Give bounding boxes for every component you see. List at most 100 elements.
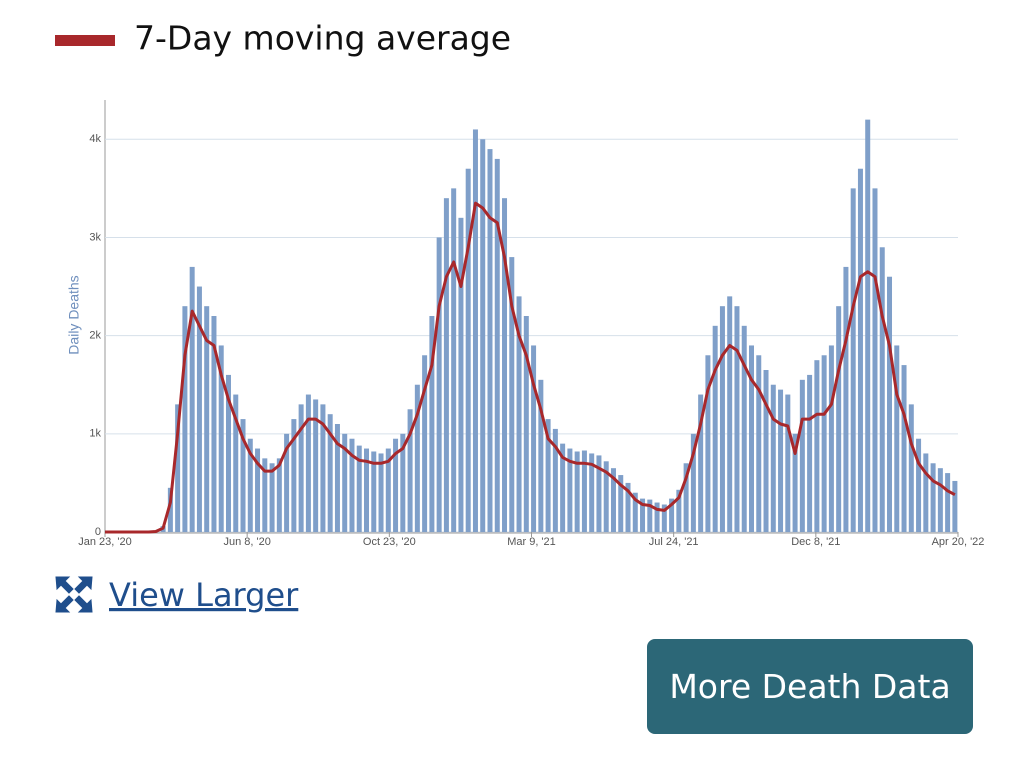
bar	[552, 428, 558, 532]
bar	[356, 445, 362, 532]
bar	[378, 453, 384, 532]
bar	[748, 345, 754, 532]
x-tick-label: Oct 23, '20	[363, 536, 416, 548]
bar	[196, 286, 202, 532]
bar	[574, 451, 580, 532]
bar	[509, 257, 515, 532]
bar	[487, 149, 493, 532]
bar	[618, 475, 624, 532]
bar	[669, 498, 675, 532]
bar	[640, 498, 646, 532]
bar	[625, 482, 631, 532]
x-tick-label: Dec 8, '21	[791, 536, 840, 548]
x-tick-label: Jul 24, '21	[649, 536, 699, 548]
y-tick-label: 2k	[89, 330, 101, 342]
bar	[719, 306, 725, 532]
bar	[734, 306, 740, 532]
bar	[916, 438, 922, 532]
view-larger-icon[interactable]	[55, 576, 93, 613]
x-tick-label: Apr 20, '22	[932, 536, 985, 548]
more-data-button[interactable]: More Death Data	[647, 639, 973, 734]
bar	[785, 394, 791, 532]
bar	[814, 360, 820, 532]
bar	[690, 433, 696, 532]
bar	[887, 276, 893, 532]
legend-swatch	[55, 35, 115, 46]
bar	[610, 468, 616, 532]
bar	[327, 414, 333, 532]
legend: 7-Day moving average	[55, 19, 511, 58]
bar	[313, 399, 319, 532]
bar	[836, 306, 842, 532]
bar	[698, 394, 704, 532]
y-axis-label: Daily Deaths	[66, 275, 82, 354]
bar	[756, 355, 762, 532]
bar	[581, 450, 587, 532]
bar	[233, 394, 239, 532]
bar	[400, 433, 406, 532]
bar	[393, 438, 399, 532]
bar	[923, 453, 929, 532]
bar	[480, 139, 486, 533]
bar	[683, 463, 689, 532]
bar	[850, 188, 856, 532]
moving-average-line	[105, 201, 956, 534]
bar	[465, 168, 471, 532]
y-tick-label: 4k	[89, 133, 101, 145]
bar	[712, 325, 718, 532]
bar	[385, 448, 391, 532]
bar	[952, 480, 958, 532]
bar	[894, 345, 900, 532]
bar	[821, 355, 827, 532]
bar	[436, 237, 442, 533]
bar	[189, 266, 195, 532]
y-tick-label: 1k	[89, 428, 101, 440]
bar	[451, 188, 457, 532]
bar	[284, 433, 290, 532]
bar	[763, 370, 769, 532]
bar	[857, 168, 863, 532]
bar	[240, 419, 246, 532]
y-tick-label: 0	[95, 526, 101, 538]
bar	[538, 379, 544, 532]
bar	[778, 389, 784, 532]
icon-arrow	[74, 576, 93, 594]
x-tick-label: Mar 9, '21	[507, 536, 556, 548]
bar	[676, 489, 682, 532]
x-tick-label: Jun 8, '20	[223, 536, 270, 548]
bar	[211, 316, 217, 532]
bar	[807, 374, 813, 532]
bar	[291, 419, 297, 532]
bar	[596, 455, 602, 532]
bar	[414, 384, 420, 532]
bar	[182, 306, 188, 532]
bar	[654, 502, 660, 532]
bar	[371, 451, 377, 532]
chart: 7-Day moving average Daily Deaths 0 1k 2k 3…	[55, 19, 985, 614]
bar	[320, 404, 326, 532]
bar	[531, 345, 537, 532]
bar	[305, 394, 311, 532]
icon-arrow	[55, 595, 74, 613]
view-larger-link[interactable]: View Larger	[109, 576, 299, 614]
bar	[298, 404, 304, 532]
bar	[269, 463, 275, 532]
y-tick-label: 3k	[89, 231, 101, 243]
bar	[349, 438, 355, 532]
bar	[908, 404, 914, 532]
bar	[589, 453, 595, 532]
bar	[741, 325, 747, 532]
bar	[901, 365, 907, 532]
bar	[443, 198, 449, 532]
bar	[342, 433, 348, 532]
bar	[647, 499, 653, 532]
bar	[204, 306, 210, 532]
bar	[799, 379, 805, 532]
bar	[872, 188, 878, 532]
bar	[632, 492, 638, 532]
bar	[828, 345, 834, 532]
bar	[560, 443, 566, 532]
bar	[865, 119, 871, 533]
bar	[705, 355, 711, 532]
